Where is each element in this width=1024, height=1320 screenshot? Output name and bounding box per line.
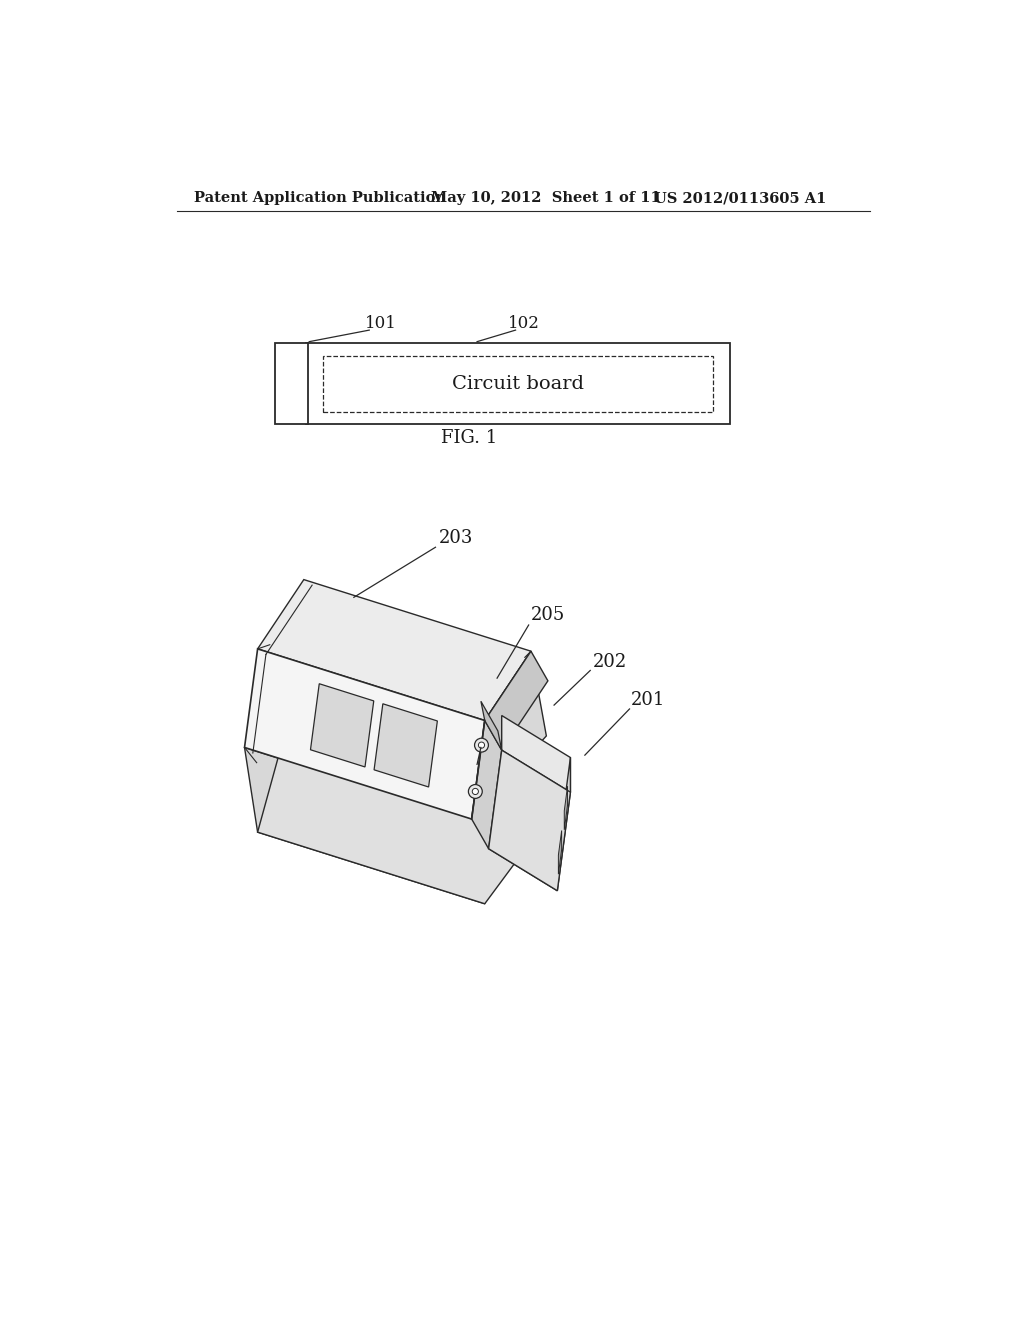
Polygon shape — [374, 704, 437, 787]
Polygon shape — [488, 750, 570, 891]
Polygon shape — [564, 787, 567, 830]
Polygon shape — [484, 651, 548, 750]
Polygon shape — [306, 343, 730, 424]
Polygon shape — [558, 830, 561, 874]
Text: 201: 201 — [631, 692, 666, 709]
Text: FIG. 2: FIG. 2 — [366, 816, 427, 833]
Polygon shape — [245, 747, 484, 904]
Polygon shape — [275, 343, 307, 424]
Circle shape — [472, 788, 478, 795]
Polygon shape — [258, 579, 531, 721]
Circle shape — [478, 742, 484, 748]
Polygon shape — [472, 721, 502, 849]
Text: Circuit board: Circuit board — [452, 375, 584, 392]
Text: 205: 205 — [531, 606, 565, 624]
Text: FIG. 1: FIG. 1 — [441, 429, 498, 447]
Text: 202: 202 — [593, 652, 627, 671]
Text: May 10, 2012  Sheet 1 of 11: May 10, 2012 Sheet 1 of 11 — [431, 191, 660, 206]
Text: 203: 203 — [438, 529, 473, 548]
Polygon shape — [310, 684, 374, 767]
Text: 204: 204 — [460, 760, 495, 779]
Polygon shape — [258, 664, 547, 904]
Polygon shape — [557, 758, 570, 891]
Text: Patent Application Publication: Patent Application Publication — [194, 191, 445, 206]
Text: 102: 102 — [508, 314, 540, 331]
Polygon shape — [488, 814, 557, 891]
Polygon shape — [245, 649, 484, 818]
Text: US 2012/0113605 A1: US 2012/0113605 A1 — [654, 191, 826, 206]
Circle shape — [468, 784, 482, 799]
Text: 101: 101 — [366, 314, 397, 331]
Polygon shape — [502, 715, 570, 792]
Polygon shape — [472, 651, 547, 818]
Polygon shape — [481, 701, 502, 750]
Circle shape — [474, 738, 488, 752]
